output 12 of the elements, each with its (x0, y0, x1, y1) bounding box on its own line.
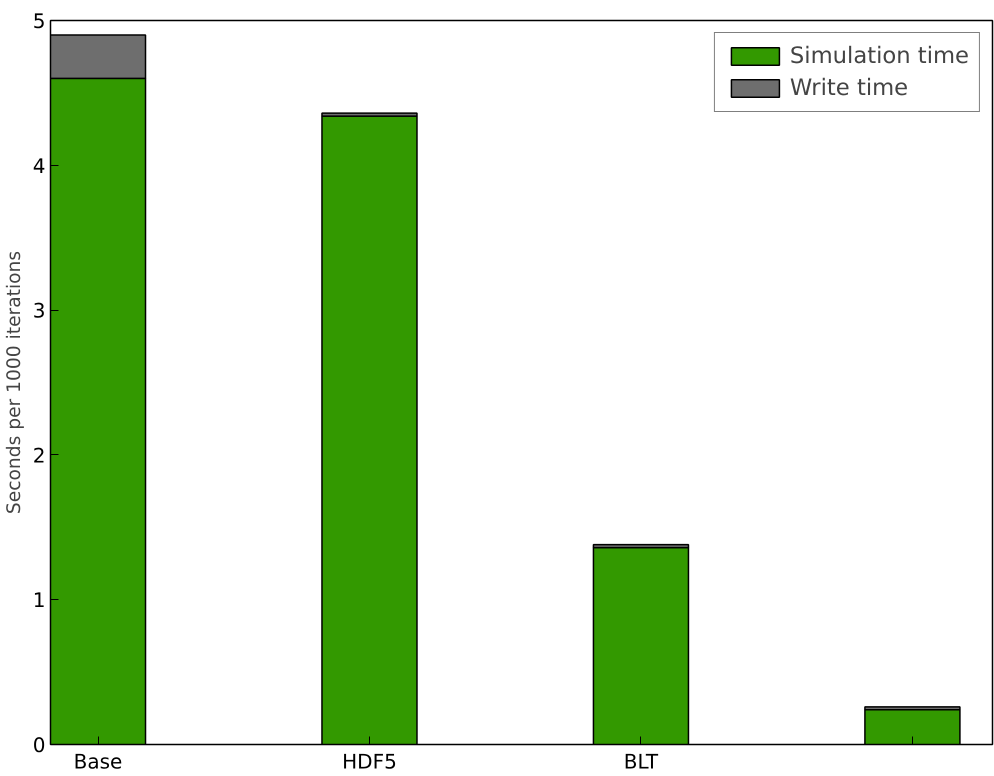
x-tick-label: HDF5 (342, 750, 397, 774)
y-tick-label: 0 (32, 733, 46, 757)
y-tick-label: 2 (32, 443, 46, 468)
y-tick-label: 5 (32, 9, 46, 33)
x-tick-label: Base (74, 750, 122, 774)
y-axis-title: Seconds per 1000 iterations (4, 250, 25, 514)
legend-label: Simulation time (790, 43, 969, 69)
legend-label: Write time (790, 75, 908, 101)
y-tick-label: 1 (32, 588, 46, 612)
x-tick-label: BLT (624, 750, 659, 774)
y-tick-label: 3 (32, 298, 46, 323)
y-tick-label: 4 (32, 154, 46, 178)
